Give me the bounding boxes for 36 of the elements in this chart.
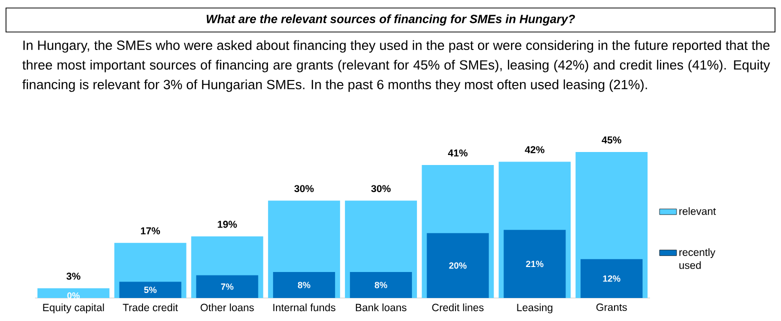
bar	[350, 272, 412, 298]
data-label: 8%	[374, 282, 388, 288]
bar	[119, 282, 182, 298]
legend-label: recently used	[679, 248, 716, 269]
data-label: 3%	[66, 272, 80, 280]
data-label: 20%	[449, 262, 467, 269]
x-tick-label: Internal funds	[273, 304, 336, 312]
chart-subtitle: In Hungary, the SMEs who were asked about financing they used in the past or were considering in the future reported that the three most important sources of financing are grants (relevant for 45% of SMEs), leasing (42%) and credit lines (41%). Equity financing is relevant for 3% of Hungarian SMEs. In the past 6 months they most often used leasing (21%).	[22, 40, 770, 92]
bar	[37, 288, 110, 298]
data-label: 45%	[602, 136, 622, 144]
bar	[273, 272, 336, 298]
bar	[196, 275, 258, 298]
data-label: 7%	[221, 283, 234, 290]
chart-title: What are the relevant sources of financing for SMEs in Hungary?	[206, 14, 575, 26]
x-tick-label: Equity capital	[43, 304, 104, 314]
data-label: 19%	[218, 220, 237, 228]
data-label: 21%	[526, 260, 544, 268]
data-label: 42%	[524, 146, 544, 154]
bar	[504, 230, 566, 298]
x-tick-label: Credit lines	[432, 304, 484, 312]
data-label: 17%	[140, 227, 160, 234]
data-label: 0%	[67, 292, 80, 299]
data-label: 30%	[371, 185, 391, 192]
x-tick-label: Bank loans	[356, 304, 406, 312]
x-tick-label: Leasing	[517, 304, 552, 314]
legend-label: relevant	[679, 207, 716, 215]
data-label: 12%	[603, 275, 620, 282]
data-label: 8%	[298, 282, 310, 288]
bar	[580, 259, 643, 298]
x-tick-label: Grants	[596, 304, 627, 311]
data-label: 41%	[448, 149, 468, 156]
data-label: 5%	[144, 286, 157, 294]
data-label: 30%	[294, 185, 314, 192]
x-tick-label: Trade credit	[122, 304, 178, 312]
bar	[426, 233, 489, 298]
x-tick-label: Other loans	[200, 304, 254, 312]
